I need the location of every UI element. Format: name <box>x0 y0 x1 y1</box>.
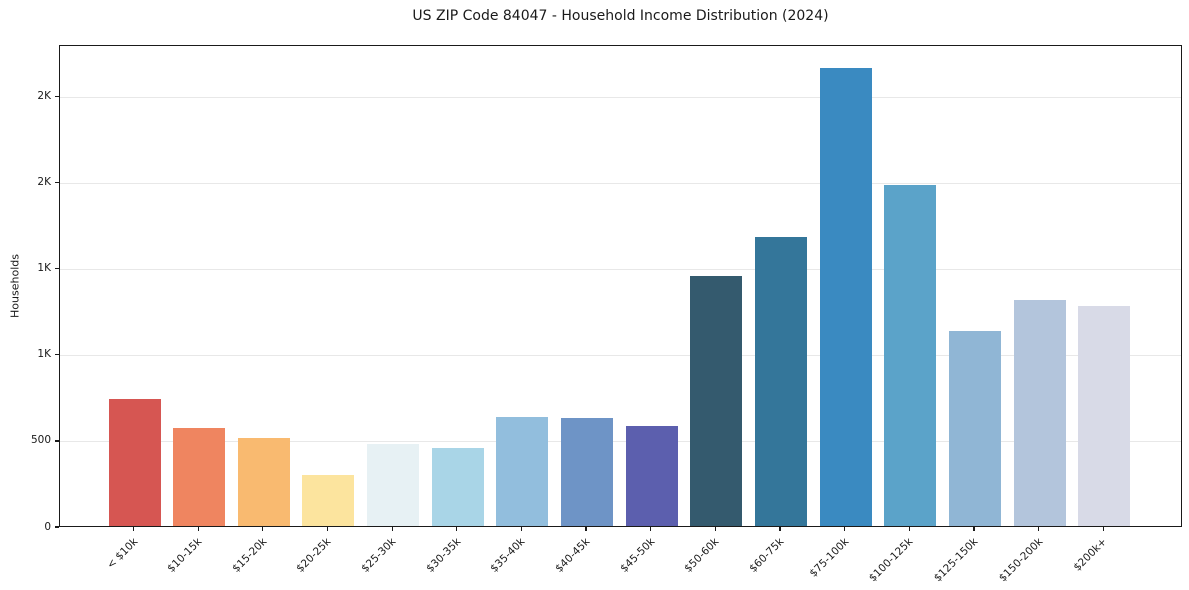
x-tick-label: < $10k <box>104 535 140 572</box>
x-tick-mark <box>456 527 458 531</box>
x-tick-label: $45-50k <box>617 535 657 575</box>
x-tick-mark <box>973 527 975 531</box>
y-tick-mark <box>55 268 59 270</box>
chart-title: US ZIP Code 84047 - Household Income Dis… <box>412 8 829 24</box>
x-tick-label: $75-100k <box>807 535 851 580</box>
x-tick-label: $35-40k <box>488 535 528 575</box>
x-tick-label: $50-60k <box>682 535 722 575</box>
y-tick-mark <box>55 440 59 442</box>
x-tick-mark <box>908 527 910 531</box>
y-tick-label: 1K <box>37 262 51 275</box>
x-tick-mark <box>844 527 846 531</box>
y-tick-label: 2K <box>37 90 51 103</box>
y-tick-label: 500 <box>30 434 51 447</box>
bar-30-35k <box>431 447 484 526</box>
bar-40-45k <box>561 418 614 526</box>
x-tick-mark <box>1038 527 1040 531</box>
x-tick-label: $60-75k <box>747 535 787 575</box>
y-tick-label: 0 <box>44 520 51 533</box>
x-tick-label: $10-15k <box>165 535 205 575</box>
plot-area <box>59 45 1182 527</box>
y-tick-mark <box>55 354 59 356</box>
bar-200k <box>1078 305 1131 526</box>
bar-100-125k <box>884 185 937 526</box>
bar-10-15k <box>173 427 226 526</box>
x-tick-label: $125-150k <box>931 535 981 585</box>
bar-10k <box>108 399 161 526</box>
x-tick-mark <box>520 527 523 531</box>
x-tick-mark <box>391 527 393 531</box>
gridline <box>60 441 1181 443</box>
x-tick-mark <box>326 527 329 531</box>
bar-150-200k <box>1013 299 1066 526</box>
bar-15-20k <box>237 438 290 526</box>
bar-45-50k <box>625 426 678 526</box>
gridline <box>60 183 1181 185</box>
x-tick-mark <box>779 527 781 531</box>
y-tick-label: 1K <box>37 348 51 361</box>
gridline <box>60 355 1181 357</box>
x-tick-mark <box>197 527 199 531</box>
x-tick-label: $20-25k <box>294 535 334 575</box>
gridline <box>60 97 1181 99</box>
x-tick-mark <box>1102 527 1104 531</box>
bar-50-60k <box>690 275 743 526</box>
bar-25-30k <box>367 444 420 526</box>
x-tick-mark <box>585 527 587 531</box>
x-tick-label: $200k+ <box>1071 535 1110 574</box>
x-tick-label: $25-30k <box>359 535 399 575</box>
x-tick-mark <box>714 527 716 531</box>
bar-20-25k <box>302 475 355 526</box>
x-tick-mark <box>132 527 135 531</box>
y-tick-mark <box>55 182 59 184</box>
x-tick-mark <box>650 527 652 531</box>
y-tick-mark <box>55 526 59 528</box>
x-tick-label: $15-20k <box>229 535 270 575</box>
gridline <box>60 269 1181 271</box>
x-tick-mark <box>262 527 264 531</box>
x-tick-label: $30-35k <box>423 535 464 575</box>
bar-35-40k <box>496 416 549 526</box>
x-tick-label: $40-45k <box>553 535 593 575</box>
y-tick-label: 2K <box>37 176 51 189</box>
bar-60-75k <box>755 236 808 526</box>
bar-75-100k <box>819 68 872 526</box>
x-tick-label: $100-125k <box>867 535 916 585</box>
x-tick-label: $150-200k <box>996 535 1045 585</box>
bar-125-150k <box>949 331 1002 526</box>
y-tick-mark <box>55 96 59 98</box>
